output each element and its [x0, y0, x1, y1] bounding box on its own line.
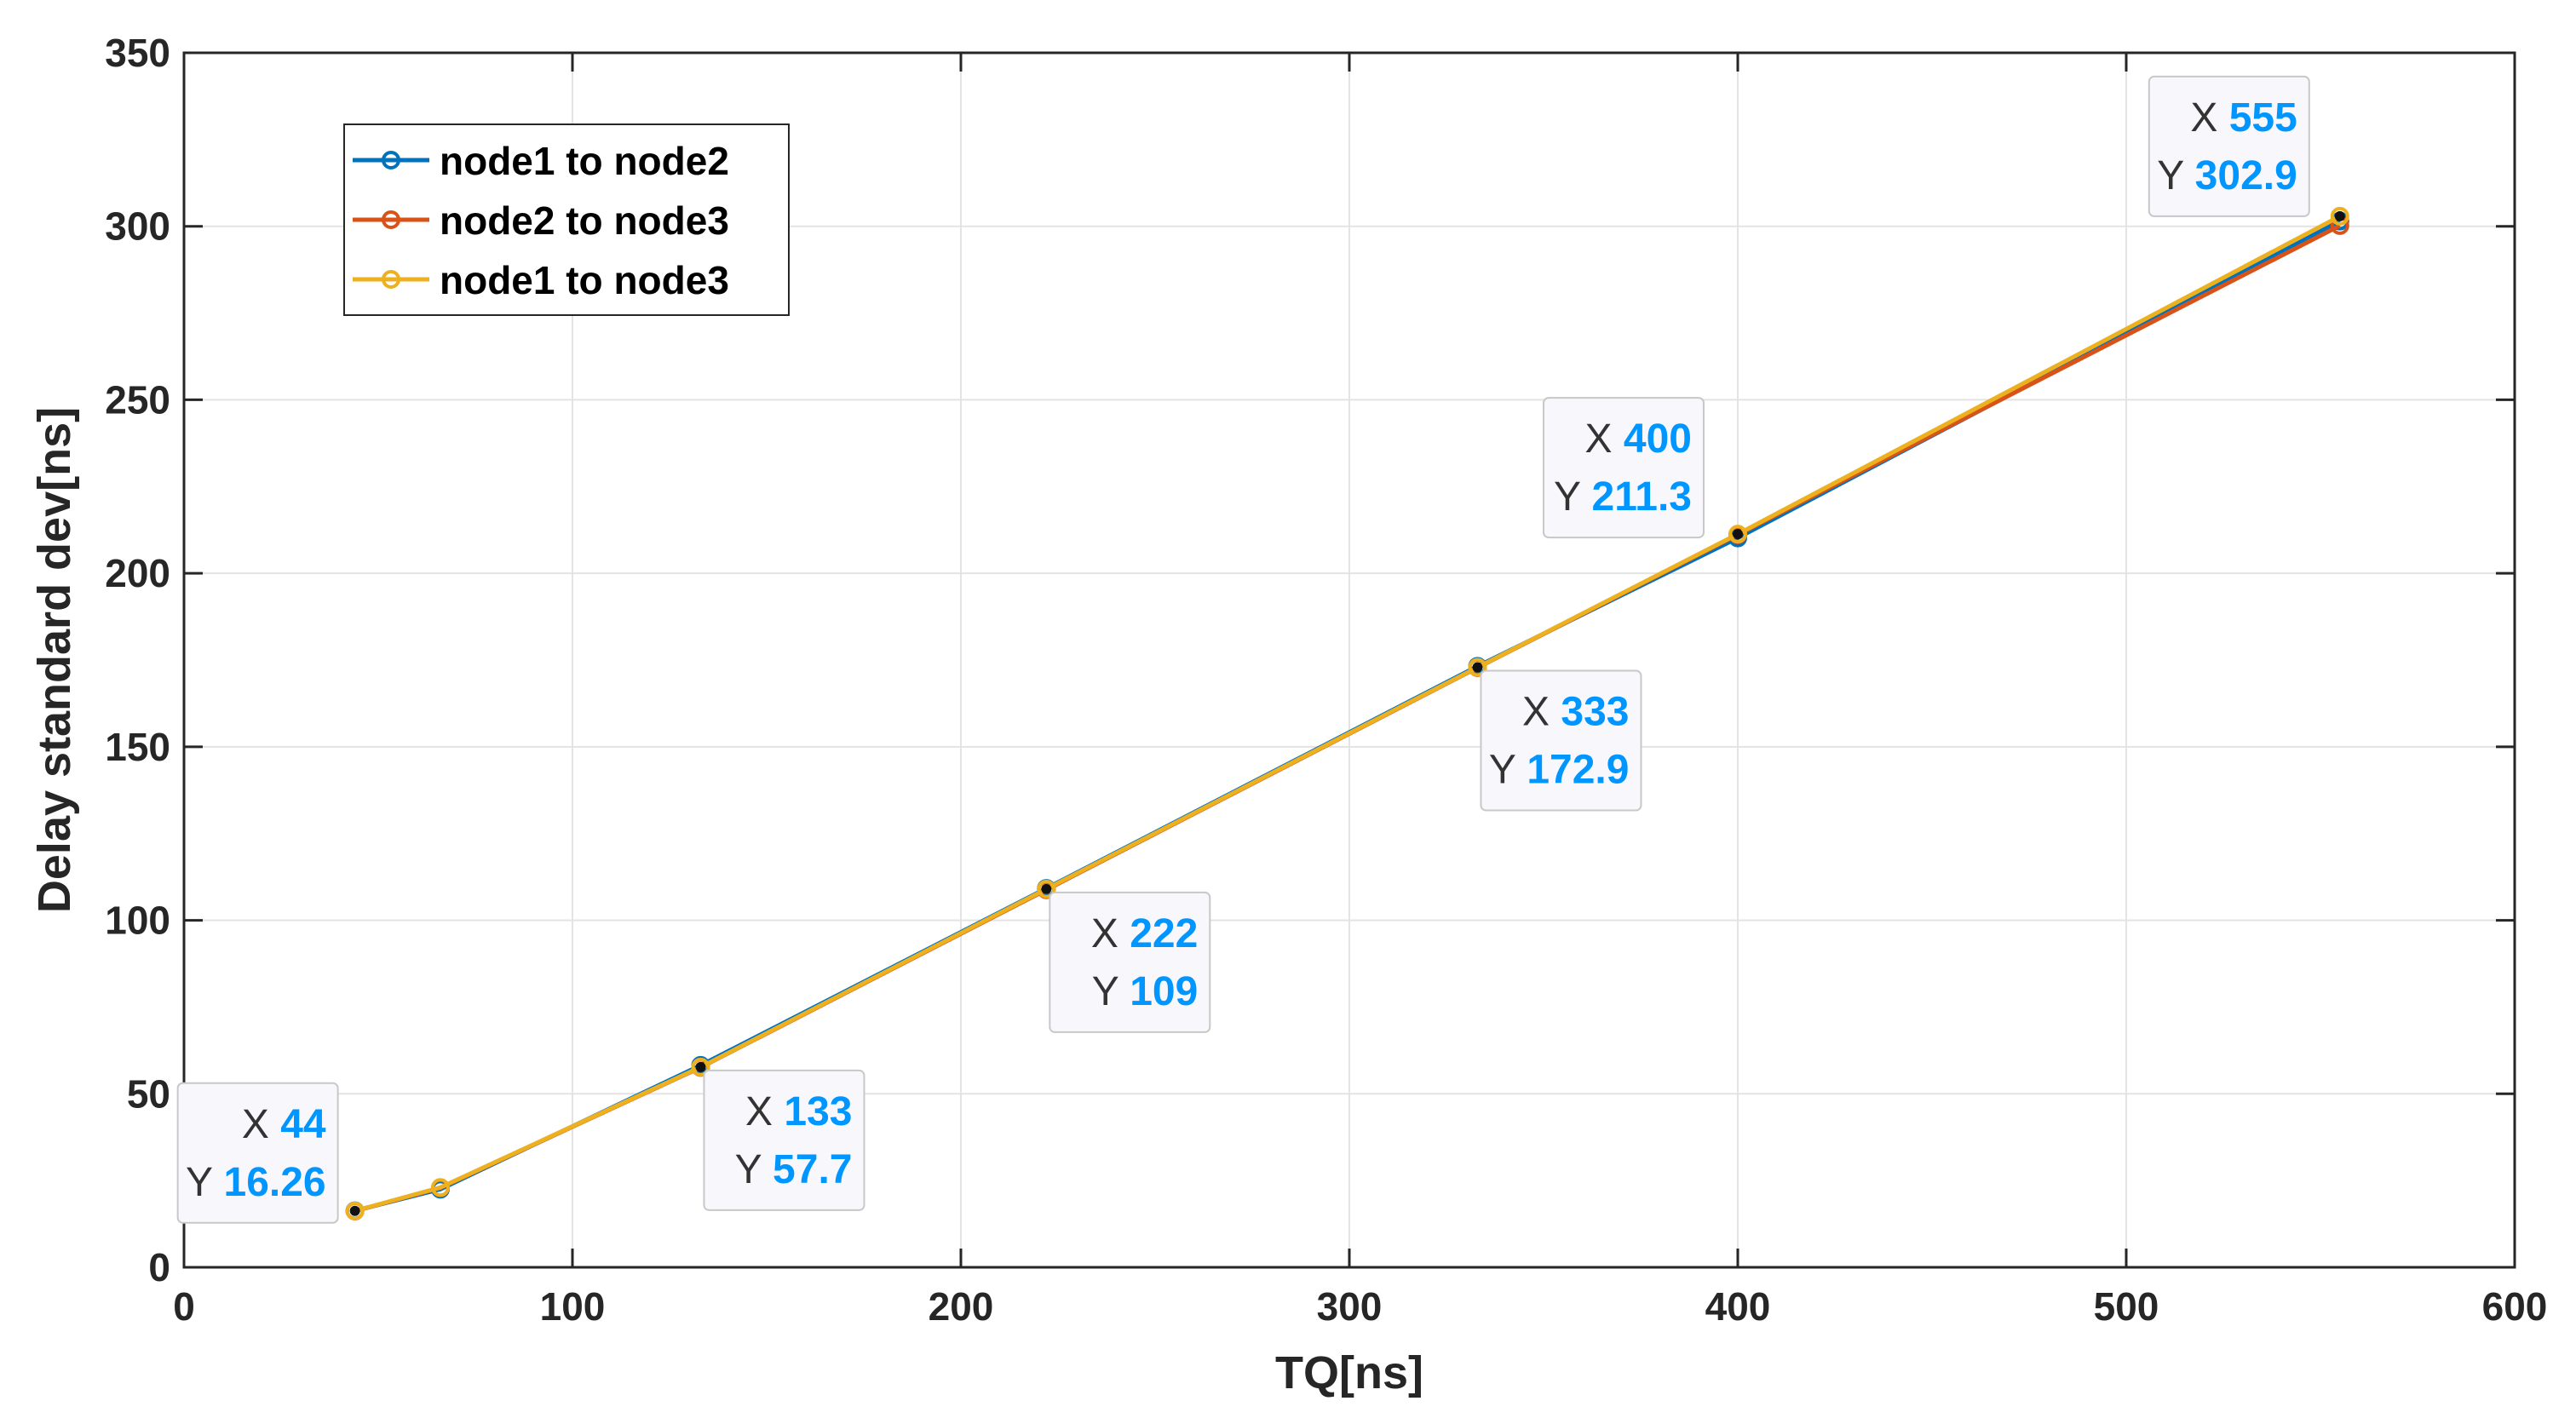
legend-marker [382, 270, 400, 289]
data-point [345, 1201, 365, 1220]
data-point [430, 1178, 450, 1197]
data-point [2330, 206, 2349, 226]
legend-label: node1 to node2 [440, 139, 729, 183]
legend: node1 to node2 node2 to node3 node1 to nod… [343, 123, 790, 316]
y-tick-label: 50 [127, 1071, 170, 1116]
datatip-x-text: X 333 [1522, 690, 1629, 735]
datatip-y-text: Y 302.9 [2157, 153, 2297, 198]
x-tick-label: 400 [1705, 1284, 1771, 1329]
datatip-x-text: X 222 [1091, 911, 1198, 956]
x-axis-label: TQ[ns] [1275, 1347, 1423, 1398]
legend-marker [382, 210, 400, 229]
legend-marker [382, 151, 400, 169]
x-tick-label: 100 [540, 1284, 606, 1329]
datatip-box [176, 1082, 339, 1224]
y-axis-label: Delay standard dev[ns] [29, 407, 80, 913]
datatip-marker [1472, 662, 1483, 673]
axis-ticks: 0 100 200 300 400 500 600 0 50 100 150 200 250 300 350 [105, 31, 2547, 1329]
data-point [1468, 657, 1487, 677]
datatip-y-text: Y 172.9 [1489, 748, 1630, 793]
y-tick-label: 0 [148, 1245, 170, 1289]
datatip-marker [349, 1205, 360, 1216]
datatip-marker [2334, 210, 2345, 221]
datatip-box [1049, 891, 1211, 1033]
y-tick-label: 200 [105, 551, 170, 595]
x-tick-label: 500 [2094, 1284, 2159, 1329]
datatip-marker [1733, 529, 1743, 540]
x-tick-label: 600 [2482, 1284, 2548, 1329]
grid [184, 53, 2515, 1267]
datatip-marker [1041, 883, 1052, 894]
legend-label: node1 to node3 [440, 258, 729, 302]
y-tick-label: 300 [105, 204, 170, 249]
y-tick-label: 350 [105, 31, 170, 75]
datatip-x-text: X 133 [745, 1089, 852, 1134]
datatip-x-text: X 400 [1585, 416, 1692, 462]
datatip-y-text: Y 211.3 [1554, 474, 1692, 520]
y-tick-label: 250 [105, 377, 170, 422]
datatip-y-text: Y 109 [1092, 969, 1199, 1014]
datatip-box [1543, 397, 1705, 539]
y-tick-label: 100 [105, 899, 170, 943]
datatip-marker [695, 1061, 706, 1072]
datatip-box [1480, 669, 1642, 812]
data-point [1728, 525, 1747, 544]
data-point [691, 1057, 710, 1077]
datatip-box [703, 1069, 865, 1211]
datatip-x-text: X 44 [242, 1102, 326, 1147]
x-tick-label: 200 [929, 1284, 994, 1329]
data-point [1037, 879, 1056, 899]
legend-label: node2 to node3 [440, 198, 729, 243]
y-tick-label: 150 [105, 725, 170, 769]
x-tick-label: 300 [1317, 1284, 1383, 1329]
x-tick-label: 0 [173, 1284, 195, 1329]
datatip-box [2148, 75, 2310, 217]
datatip-y-text: Y 57.7 [735, 1147, 853, 1192]
datatip-x-text: X 555 [2190, 95, 2297, 141]
data-tips: X 44 Y 16.26 X 133 Y 57.7 X 222 Y 109 X 333 Y 1… [176, 75, 2345, 1224]
datatip-y-text: Y 16.26 [186, 1160, 326, 1205]
